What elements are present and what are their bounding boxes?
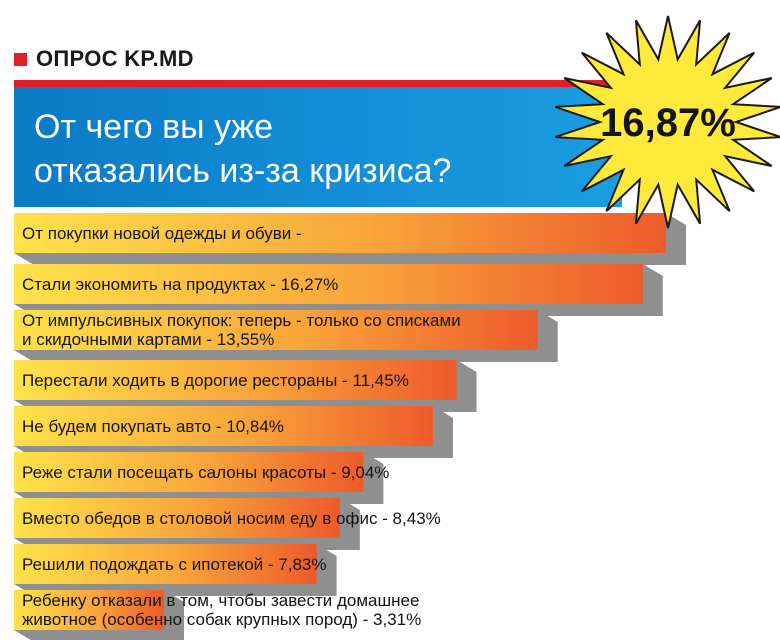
bar bbox=[14, 213, 666, 253]
starburst-icon bbox=[554, 15, 780, 229]
bar-label: Перестали ходить в дорогие рестораны - 1… bbox=[22, 371, 409, 390]
bar-label: Вместо обедов в столовой носим еду в офи… bbox=[22, 509, 441, 528]
highlight-value-label: 16,87% bbox=[600, 101, 736, 145]
bar bbox=[14, 498, 340, 538]
bar-label: Решили подождать с ипотекой - 7,83% bbox=[22, 555, 326, 574]
bar bbox=[14, 590, 164, 630]
bar bbox=[14, 264, 643, 304]
bar-label: От импульсивных покупок: теперь - только… bbox=[22, 311, 461, 349]
bar bbox=[14, 360, 457, 400]
survey-source: ОПРОС KP.MD bbox=[14, 44, 194, 74]
chart-title: От чего вы уже отказались из-за кризиса? bbox=[34, 108, 452, 190]
survey-source-label: ОПРОС KP.MD bbox=[36, 46, 194, 71]
bar-label: Реже стали посещать салоны красоты - 9,0… bbox=[22, 463, 389, 482]
bar bbox=[14, 406, 433, 446]
red-square-marker bbox=[14, 52, 27, 66]
header-red-rule bbox=[14, 80, 622, 87]
bar-label: От покупки новой одежды и обуви - bbox=[22, 224, 302, 243]
bar-label: Ребенку отказали в том, чтобы завести до… bbox=[22, 591, 421, 629]
bar-label: Стали экономить на продуктах - 16,27% bbox=[22, 275, 338, 294]
bar-label: Не будем покупать авто - 10,84% bbox=[22, 417, 284, 436]
bar bbox=[14, 452, 364, 492]
title-banner: От чего вы уже отказались из-за кризиса? bbox=[14, 87, 622, 207]
bar bbox=[14, 310, 538, 350]
bar bbox=[14, 544, 317, 584]
